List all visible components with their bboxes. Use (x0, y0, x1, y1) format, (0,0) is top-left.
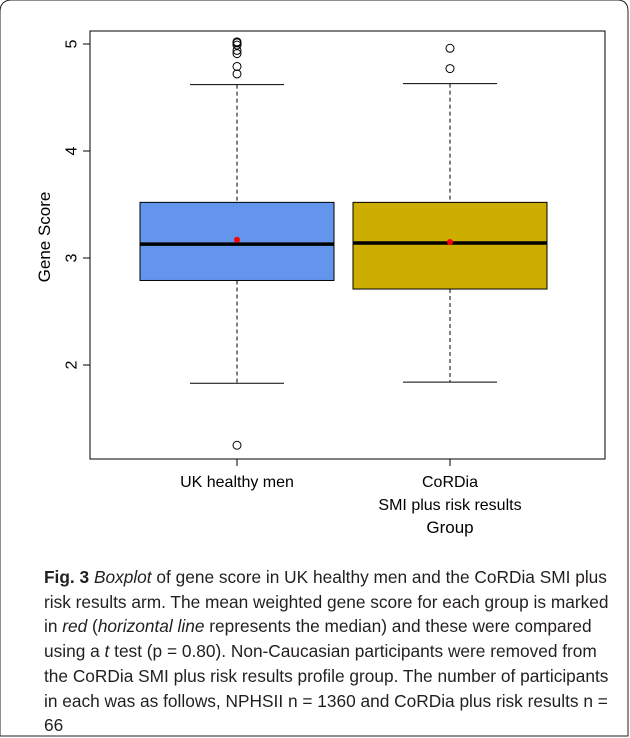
caption-italic-horizontal-line: horizontal line (97, 616, 205, 637)
x-axis-labels: UK healthy men CoRDia SMI plus risk result… (180, 459, 522, 514)
caption-text-4: test (p = 0.80). Non-Caucasian participa… (44, 641, 609, 736)
x-tick-label: CoRDia (422, 474, 478, 491)
x-tick-label: UK healthy men (180, 474, 294, 491)
mean-marker (234, 236, 240, 243)
y-tick-label: 2 (64, 360, 81, 369)
mean-marker (447, 238, 453, 245)
outlier-point (232, 37, 242, 47)
x-axis-title: Group (426, 518, 473, 537)
outlier-point (232, 440, 242, 450)
y-tick-label: 4 (64, 146, 81, 155)
y-tick-label: 5 (64, 39, 81, 48)
outlier-point (232, 45, 242, 55)
y-axis: 2 3 4 5 (64, 39, 91, 369)
caption-italic-t: t (104, 641, 110, 662)
outlier-point (232, 49, 242, 59)
boxplot-chart: 2 3 4 5 UK healthy men CoRDia SMI plus risk r… (35, 30, 606, 537)
caption-text-2: ( (87, 616, 98, 637)
caption-italic-boxplot: Boxplot (93, 567, 152, 587)
caption-italic-red: red (62, 616, 88, 637)
box-iqr (352, 201, 548, 290)
caption-text-1: of gene score in UK healthy men and the … (44, 567, 609, 637)
outlier-point (232, 40, 242, 50)
outlier-point (445, 64, 455, 74)
caption-text-3: represents the median) and these were co… (44, 616, 592, 662)
boxes-group (139, 37, 548, 450)
figure-label: Fig. 3 (44, 567, 90, 587)
y-tick-label: 3 (64, 253, 81, 262)
x-tick-label: SMI plus risk results (378, 497, 521, 514)
figure-caption: Fig. 3 Boxplot of gene score in UK healt… (44, 565, 619, 738)
outlier-point (445, 43, 455, 53)
outlier-point (232, 69, 242, 79)
y-axis-title: Gene Score (35, 192, 54, 283)
outlier-point (232, 61, 242, 71)
